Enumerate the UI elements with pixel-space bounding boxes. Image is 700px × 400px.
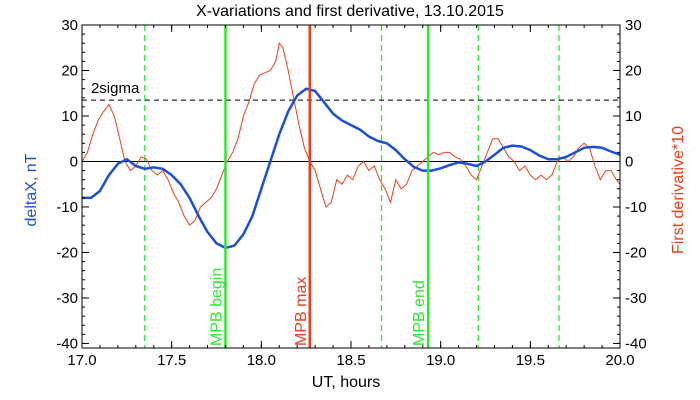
left-ytick-label-4: -10 bbox=[56, 199, 78, 216]
marker-label-1: MPB max bbox=[293, 277, 310, 346]
left-ytick-label-0: 30 bbox=[61, 17, 78, 34]
right-ytick-label-0: 30 bbox=[625, 17, 642, 34]
derivative-line bbox=[81, 42, 621, 226]
right-ytick-label-1: 20 bbox=[625, 62, 642, 79]
left-ytick-label-7: -40 bbox=[56, 335, 78, 352]
threshold-label: 2sigma bbox=[91, 80, 140, 97]
xtick-label-6: 20.0 bbox=[605, 352, 634, 369]
xtick-label-3: 18.5 bbox=[336, 352, 365, 369]
right-ytick-label-3: 0 bbox=[625, 153, 633, 170]
marker-label-0: MPB begin bbox=[208, 268, 225, 346]
xtick-label-1: 17.5 bbox=[157, 352, 186, 369]
plot-frame bbox=[81, 24, 621, 349]
chart-title: X-variations and first derivative, 13.10… bbox=[196, 3, 504, 20]
right-ytick-label-7: -40 bbox=[625, 335, 647, 352]
left-ytick-label-6: -30 bbox=[56, 290, 78, 307]
right-ytick-label-2: 10 bbox=[625, 108, 642, 125]
deltax-line bbox=[82, 87, 621, 250]
left-ytick-label-5: -20 bbox=[56, 244, 78, 261]
left-y-axis-label: deltaX, nT bbox=[23, 153, 40, 226]
xtick-label-5: 19.5 bbox=[516, 352, 545, 369]
marker-label-2: MPB end bbox=[411, 280, 428, 346]
left-ytick-label-2: 10 bbox=[61, 108, 78, 125]
left-ytick-label-1: 20 bbox=[61, 62, 78, 79]
xtick-label-4: 19.0 bbox=[426, 352, 455, 369]
x-axis-label: UT, hours bbox=[312, 374, 380, 391]
right-ytick-label-4: -10 bbox=[625, 199, 647, 216]
left-ytick-label-3: 0 bbox=[70, 153, 78, 170]
xtick-label-0: 17.0 bbox=[67, 352, 96, 369]
right-ytick-label-5: -20 bbox=[625, 244, 647, 261]
plot-area: 2sigma MPB begin MPB max MPB end 30 30 20 20 10 1… bbox=[56, 17, 646, 369]
right-ytick-label-6: -30 bbox=[625, 290, 647, 307]
right-y-axis-label: First derivative*10 bbox=[670, 126, 687, 254]
xtick-label-2: 18.0 bbox=[247, 352, 276, 369]
